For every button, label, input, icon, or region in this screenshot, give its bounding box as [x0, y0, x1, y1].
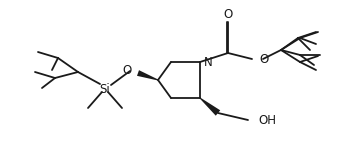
Text: O: O: [123, 63, 132, 77]
Text: N: N: [204, 55, 213, 69]
Text: Si: Si: [100, 83, 111, 95]
Text: O: O: [224, 8, 233, 20]
Text: O: O: [259, 53, 268, 65]
Polygon shape: [200, 98, 220, 116]
Polygon shape: [137, 70, 158, 81]
Text: OH: OH: [258, 113, 276, 126]
